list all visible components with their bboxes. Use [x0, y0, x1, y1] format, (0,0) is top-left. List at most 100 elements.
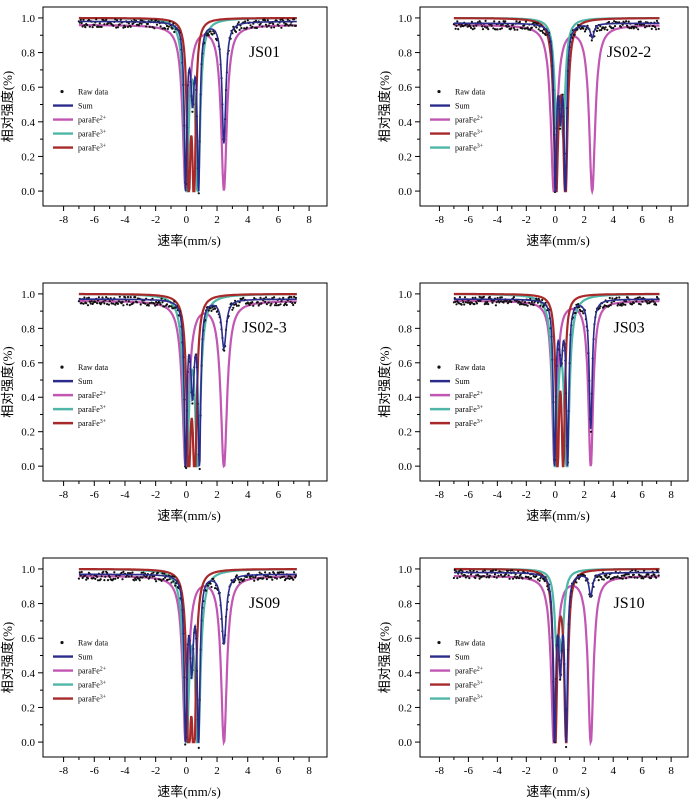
- raw-data-point: [142, 301, 145, 304]
- x-tick-label: -8: [59, 489, 69, 501]
- raw-data-point: [126, 303, 129, 306]
- raw-data-point: [652, 24, 655, 28]
- raw-data-point: [456, 577, 459, 580]
- raw-data-point: [81, 25, 84, 28]
- raw-data-point: [251, 301, 254, 304]
- raw-data-point: [116, 576, 120, 580]
- plot-area: [77, 16, 297, 195]
- raw-data-point: [565, 745, 568, 749]
- panel-title: JS09: [249, 595, 280, 612]
- raw-data-point: [139, 19, 142, 22]
- raw-data-point: [637, 296, 640, 299]
- raw-data-point: [648, 25, 651, 28]
- raw-data-point: [281, 575, 284, 579]
- raw-data-point: [482, 575, 485, 578]
- raw-data-point: [539, 304, 542, 307]
- raw-data-point: [473, 27, 476, 30]
- raw-data-point: [517, 577, 521, 580]
- raw-data-point: [541, 298, 544, 302]
- raw-data-point: [148, 25, 151, 28]
- raw-data-point: [537, 28, 540, 31]
- y-tick-label: 0.6: [398, 82, 412, 94]
- y-tick-label: 0.2: [398, 702, 412, 714]
- raw-data-point: [612, 26, 615, 30]
- raw-data-point: [595, 29, 599, 33]
- raw-data-point: [637, 28, 640, 31]
- raw-data-point: [524, 303, 528, 306]
- raw-data-point: [475, 302, 479, 305]
- raw-data-point: [477, 574, 480, 577]
- raw-data-point: [238, 28, 241, 31]
- raw-data-point: [191, 110, 194, 113]
- raw-data-point: [624, 573, 627, 576]
- x-tick-label: 4: [245, 489, 251, 501]
- raw-data-point: [458, 296, 461, 299]
- raw-data-point: [118, 295, 121, 298]
- raw-data-point: [258, 303, 261, 306]
- raw-data-point: [520, 303, 523, 306]
- y-tick-label: 0.0: [398, 186, 412, 198]
- raw-data-point: [485, 576, 488, 579]
- raw-data-point: [525, 576, 528, 579]
- x-tick-label: -6: [90, 214, 100, 226]
- raw-data-point: [499, 296, 502, 299]
- x-tick-label: 6: [639, 214, 645, 226]
- raw-data-point: [532, 303, 535, 307]
- raw-data-point: [492, 27, 495, 30]
- raw-data-point: [116, 302, 120, 305]
- raw-data-point: [477, 299, 480, 302]
- raw-data-point: [657, 574, 660, 577]
- raw-data-point: [264, 19, 267, 22]
- raw-data-point: [645, 573, 648, 576]
- raw-data-point: [280, 300, 283, 303]
- raw-data-point: [152, 571, 155, 574]
- raw-data-point: [501, 575, 504, 578]
- raw-data-point: [273, 296, 276, 299]
- x-tick-label: 8: [306, 489, 312, 501]
- raw-data-point: [521, 27, 524, 30]
- raw-data-point: [127, 575, 130, 578]
- raw-data-point: [511, 577, 515, 580]
- raw-data-point: [232, 306, 235, 309]
- raw-data-point: [633, 25, 636, 28]
- x-tick-label: 0: [553, 765, 559, 777]
- raw-data-point: [100, 301, 103, 304]
- x-tick-label: -2: [522, 489, 531, 501]
- raw-data-point: [624, 303, 627, 306]
- raw-data-point: [155, 580, 158, 583]
- raw-data-point: [134, 577, 137, 580]
- raw-data-point: [643, 23, 646, 26]
- raw-data-point: [197, 192, 200, 195]
- raw-data-point: [233, 580, 236, 583]
- raw-data-point: [233, 303, 236, 306]
- raw-data-point: [469, 569, 472, 572]
- raw-data-point: [541, 29, 544, 33]
- raw-data-point: [270, 26, 273, 29]
- raw-data-point: [132, 301, 135, 304]
- raw-data-point: [121, 300, 124, 303]
- raw-data-point: [104, 575, 107, 578]
- raw-data-point: [249, 24, 252, 27]
- x-tick-label: 2: [214, 765, 220, 777]
- legend-marker: [437, 89, 441, 94]
- raw-data-point: [618, 576, 621, 580]
- raw-data-point: [138, 22, 141, 25]
- y-tick-label: 0.0: [398, 461, 412, 473]
- raw-data-point: [512, 26, 516, 29]
- raw-data-point: [128, 304, 131, 307]
- raw-data-point: [105, 18, 108, 21]
- raw-data-point: [598, 307, 601, 310]
- raw-data-point: [237, 578, 240, 581]
- chart-panel: -8 -6 -4 -2 0 2 4 6 8 0.0 0.2 0.4 0.6 0.8 1.0 速率(mm/s) 相…: [0, 6, 328, 248]
- chart-panel: -8 -6 -4 -2 0 2 4 6 8 0.0 0.2 0.4 0.6 0.8 1.0 速率(mm/s) 相…: [0, 282, 328, 523]
- raw-data-point: [481, 575, 484, 578]
- x-tick-label: 6: [276, 765, 282, 777]
- raw-data-point: [501, 23, 504, 26]
- raw-data-point: [107, 303, 110, 306]
- x-tick-label: -6: [464, 489, 474, 501]
- y-axis-title: 相对强度(%): [377, 346, 392, 418]
- raw-data-point: [615, 296, 618, 299]
- raw-data-point: [528, 301, 531, 304]
- raw-data-point: [282, 296, 285, 299]
- raw-data-point: [248, 303, 251, 307]
